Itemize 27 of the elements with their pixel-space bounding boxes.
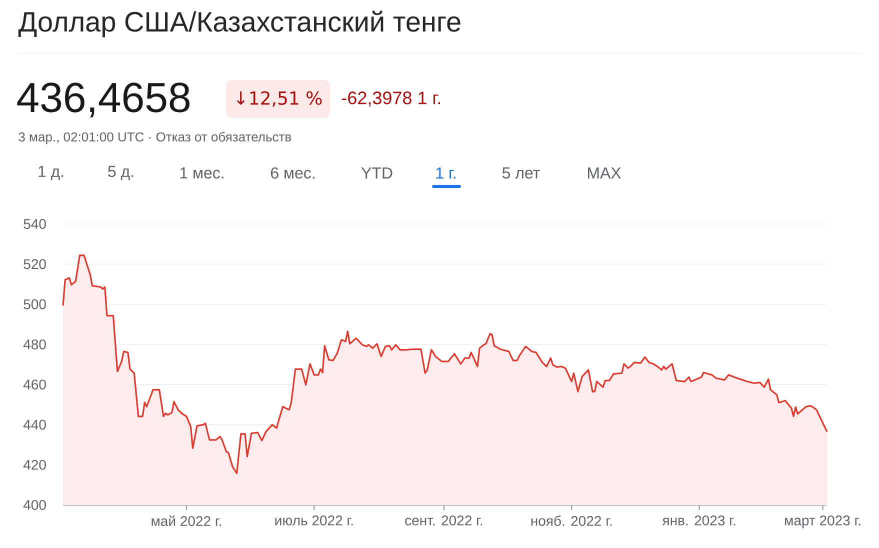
- y-tick-label: 400: [23, 500, 46, 510]
- text: ↓12,51 %: [236, 91, 322, 107]
- text: -62,3978 1 г.: [342, 92, 440, 106]
- text: 1 мес.: [180, 167, 224, 179]
- chart-title: Доллар США/Казахстанский тенге: [18, 10, 460, 38]
- y-tick-label: 540: [24, 219, 46, 229]
- x-tick-label: нояб. 2022 г.: [531, 516, 612, 526]
- text: 6 мес.: [270, 167, 314, 179]
- x-tick-label: сент. 2022 г.: [405, 516, 482, 526]
- text: 1 г.: [436, 167, 456, 178]
- text: YTD: [361, 167, 392, 178]
- text: 3 мар., 02:01:00 UTC · Отказ от обязательств: [18, 132, 292, 144]
- y-tick-label: 440: [23, 420, 46, 430]
- x-tick-label: июль 2022 г.: [275, 516, 353, 526]
- x-tick-label: март 2023 г.: [785, 516, 860, 528]
- y-tick-label: 500: [24, 299, 46, 310]
- text: 1 д.: [38, 166, 64, 180]
- text: 5 лет: [502, 167, 540, 179]
- text: 5 д.: [108, 166, 134, 180]
- y-tick-label: 460: [23, 380, 46, 390]
- chart-subtitle: 436,4658: [17, 82, 190, 118]
- x-tick-label: янв. 2023 г.: [662, 516, 736, 526]
- x-tick-label: май 2022 г.: [152, 516, 221, 526]
- y-tick-label: 520: [24, 259, 46, 270]
- y-tick-label: 420: [23, 460, 46, 470]
- y-tick-label: 480: [23, 339, 46, 350]
- text: MAX: [588, 167, 621, 178]
